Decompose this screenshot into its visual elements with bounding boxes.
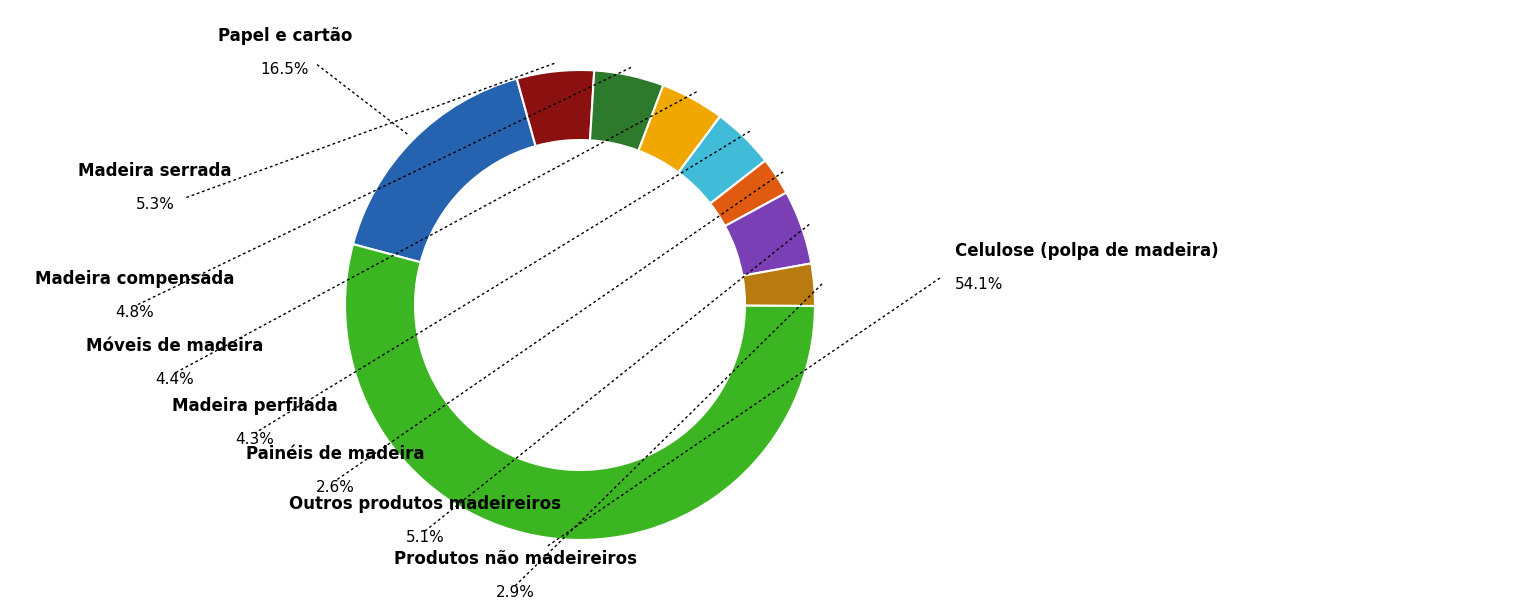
Wedge shape bbox=[725, 193, 812, 276]
Text: 4.8%: 4.8% bbox=[116, 305, 155, 320]
Text: Madeira serrada: Madeira serrada bbox=[78, 162, 231, 180]
Text: Painéis de madeira: Painéis de madeira bbox=[246, 445, 424, 463]
Wedge shape bbox=[678, 117, 766, 204]
Wedge shape bbox=[710, 160, 786, 226]
Wedge shape bbox=[353, 79, 535, 262]
Text: 4.3%: 4.3% bbox=[236, 432, 275, 447]
Text: Outros produtos madeireiros: Outros produtos madeireiros bbox=[289, 495, 561, 513]
Text: 5.3%: 5.3% bbox=[135, 197, 175, 212]
Text: 54.1%: 54.1% bbox=[955, 277, 1003, 292]
Wedge shape bbox=[590, 70, 663, 151]
Wedge shape bbox=[345, 244, 815, 540]
Text: Papel e cartão: Papel e cartão bbox=[217, 27, 353, 45]
Text: Produtos não madeireiros: Produtos não madeireiros bbox=[394, 550, 637, 568]
Text: Madeira compensada: Madeira compensada bbox=[35, 270, 234, 288]
Wedge shape bbox=[517, 70, 594, 146]
Text: 2.9%: 2.9% bbox=[496, 585, 535, 600]
Wedge shape bbox=[638, 85, 720, 173]
Text: Celulose (polpa de madeira): Celulose (polpa de madeira) bbox=[955, 242, 1219, 260]
Text: Móveis de madeira: Móveis de madeira bbox=[87, 337, 263, 355]
Text: 16.5%: 16.5% bbox=[261, 62, 309, 77]
Text: 5.1%: 5.1% bbox=[406, 530, 444, 545]
Text: Madeira perfilada: Madeira perfilada bbox=[172, 397, 337, 415]
Text: 4.4%: 4.4% bbox=[155, 372, 195, 387]
Wedge shape bbox=[742, 264, 815, 306]
Text: 2.6%: 2.6% bbox=[316, 480, 354, 495]
